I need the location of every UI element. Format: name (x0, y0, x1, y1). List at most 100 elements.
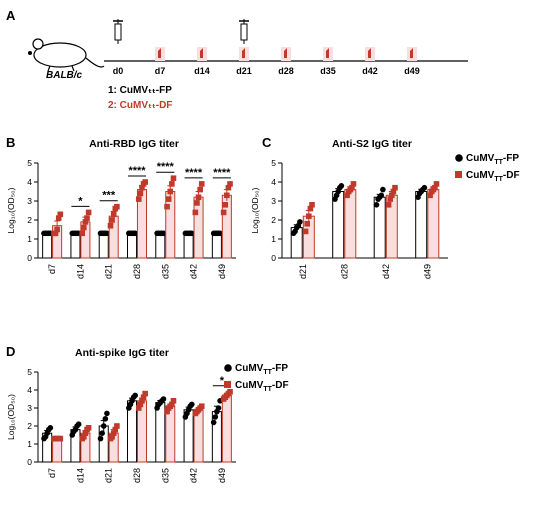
data-point (82, 219, 89, 225)
x-tick-label: d21 (298, 264, 308, 279)
x-tick-label: d49 (217, 264, 227, 279)
data-point (195, 194, 202, 200)
y-tick-label: 4 (271, 177, 276, 187)
data-point (112, 426, 119, 433)
data-point (81, 434, 87, 440)
panel-letter-c: C (262, 135, 272, 150)
bar (42, 232, 53, 259)
significance-label: *** (102, 190, 116, 202)
timeline-day-label: d49 (404, 66, 420, 76)
syringe-icon (240, 23, 248, 41)
timeline-day-label: d0 (113, 66, 124, 76)
data-point (110, 430, 117, 436)
bar (193, 409, 204, 463)
bar (52, 438, 63, 463)
data-point (54, 226, 60, 233)
data-point (164, 203, 170, 210)
data-point (225, 184, 232, 191)
data-point (142, 390, 148, 397)
data-point (85, 209, 92, 216)
timeline-day-label: d28 (278, 66, 294, 76)
y-axis-label: Log₁₀(OD₅₀) (250, 187, 260, 233)
chart-anti-spike: Anti-spike IgG titer Log₁₀(OD₅₀) 0 1 2 3 4 5 d7 d… (6, 347, 236, 483)
y-axis-label: Log₁₀(OD₅₀) (6, 187, 16, 233)
significance-label: * (78, 195, 83, 207)
bar (183, 232, 194, 259)
bar (98, 232, 109, 259)
legend-fp-label: CuMVTT-FP (235, 363, 288, 376)
data-point (389, 192, 395, 199)
bar (165, 405, 176, 463)
data-point (390, 188, 397, 195)
blood-drop-icon (242, 48, 245, 58)
data-point (197, 186, 203, 193)
data-point (188, 401, 195, 408)
chart-title: Anti-RBD IgG titer (89, 138, 179, 150)
chart-title: Anti-S2 IgG titer (332, 138, 412, 150)
panel-letter-d: D (6, 344, 15, 359)
data-point (139, 184, 145, 191)
significance-label: * (220, 375, 225, 387)
y-tick-label: 0 (27, 457, 32, 467)
data-point (104, 410, 110, 417)
significance-label: **** (157, 161, 175, 173)
chart-anti-s2: Anti-S2 IgG titer Log₁₀(OD₅₀) 0 1 2 3 4 5 d21 d28… (250, 138, 448, 279)
x-tick-label: d7 (47, 264, 57, 274)
data-point (140, 394, 147, 400)
blood-drop-icon (368, 48, 371, 58)
data-point (75, 421, 82, 428)
data-point (85, 425, 92, 431)
x-tick-label: d28 (339, 264, 349, 279)
data-point (137, 401, 144, 408)
data-point (306, 213, 312, 219)
data-point (114, 203, 120, 210)
data-point (84, 215, 90, 221)
data-point (307, 205, 314, 212)
data-point (135, 405, 142, 411)
data-point (142, 179, 148, 185)
group1-label: 1: CuMVₜₜ-FP (108, 85, 172, 96)
timeline-day-label: d14 (194, 66, 210, 76)
y-tick-label: 3 (271, 196, 276, 206)
data-point (433, 181, 440, 187)
data-point (227, 389, 233, 395)
data-point (82, 430, 89, 436)
legend-df-marker (224, 381, 231, 388)
data-point (378, 192, 385, 199)
data-point (165, 196, 172, 202)
data-point (167, 188, 174, 195)
data-point (198, 181, 205, 187)
data-point (57, 211, 64, 218)
y-axis-label: Log₁₀(OD₅₀) (6, 394, 16, 440)
legend-df-label: CuMVTT-DF (466, 170, 520, 183)
data-point (97, 435, 104, 442)
data-point (350, 181, 357, 187)
data-point (132, 230, 139, 237)
data-point (164, 408, 170, 415)
data-point (99, 430, 105, 437)
data-point (170, 398, 177, 404)
data-point (309, 202, 315, 208)
legend-fp-marker (224, 364, 232, 372)
x-tick-label: d42 (189, 264, 199, 279)
data-point (349, 184, 355, 191)
chart-title: Anti-spike IgG titer (75, 347, 169, 359)
data-point (212, 414, 219, 420)
timeline-day-label: d35 (320, 66, 336, 76)
x-tick-label: d28 (132, 468, 142, 483)
x-tick-label: d49 (217, 468, 227, 483)
x-tick-label: d7 (47, 468, 57, 478)
timeline-day-label: d42 (362, 66, 378, 76)
bar (427, 189, 440, 259)
data-point (169, 181, 175, 187)
data-point (109, 434, 115, 440)
legend-fp-label: CuMVTT-FP (466, 153, 519, 166)
x-tick-label: d14 (75, 264, 85, 279)
y-tick-label: 0 (271, 253, 276, 263)
data-point (220, 209, 227, 216)
data-point (188, 230, 195, 237)
y-tick-label: 4 (27, 177, 32, 187)
chart-anti-rbd: Anti-RBD IgG titer Log₁₀(OD₅₀) 0 1 2 3 4 5 d7 d14… (6, 138, 236, 279)
timeline-day-label: d7 (155, 66, 166, 76)
